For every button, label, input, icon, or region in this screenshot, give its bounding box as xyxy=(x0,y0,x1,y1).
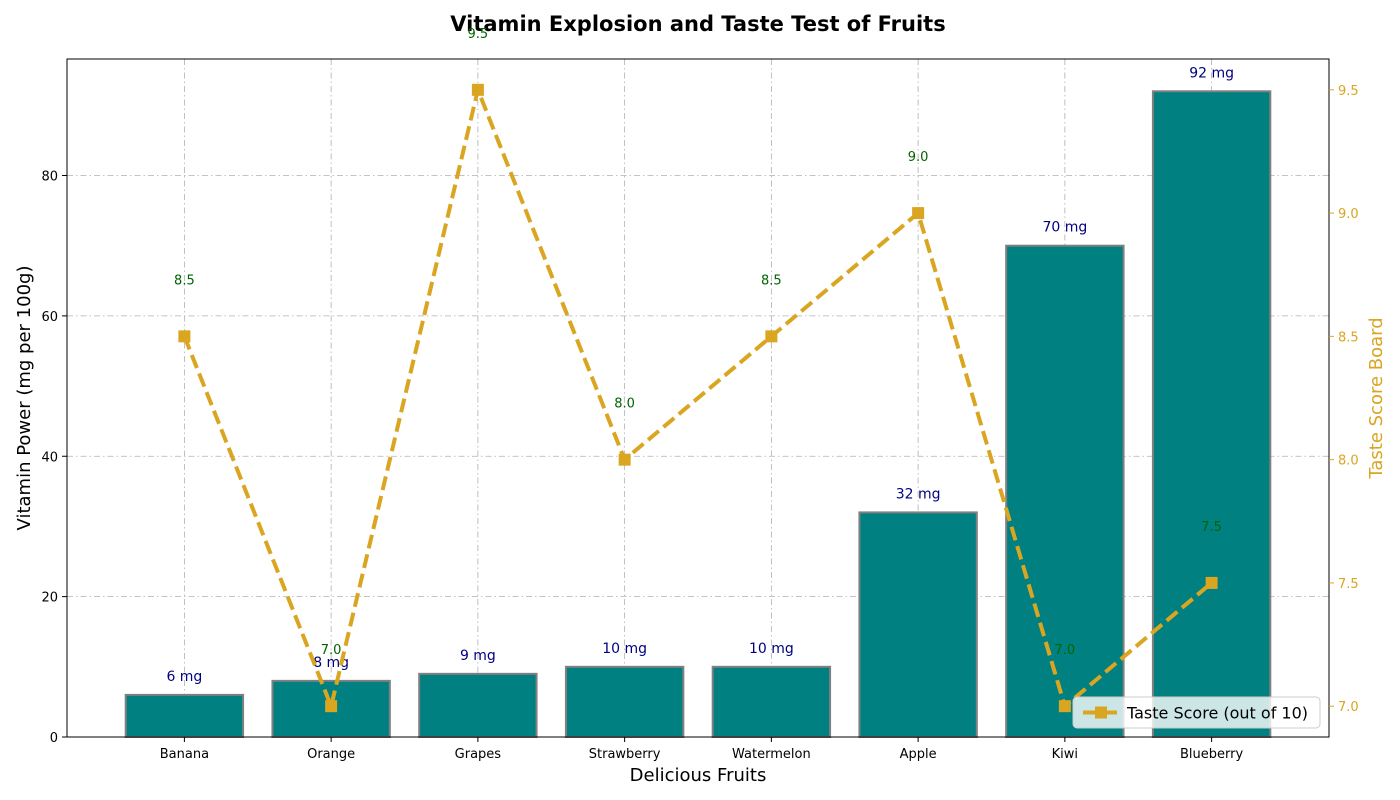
taste-score-marker xyxy=(765,330,778,343)
chart-title: Vitamin Explosion and Taste Test of Frui… xyxy=(450,12,945,36)
legend-marker-swatch xyxy=(1095,706,1107,719)
x-tick-label: Apple xyxy=(900,747,937,762)
y2-axis-label: Taste Score Board xyxy=(1366,317,1387,479)
bar-strawberry xyxy=(564,665,685,738)
y2-tick-label: 9.5 xyxy=(1338,84,1359,99)
taste-score-label: 7.5 xyxy=(1201,520,1222,535)
y-axis-label: Vitamin Power (mg per 100g) xyxy=(14,266,35,531)
x-axis-label: Delicious Fruits xyxy=(630,765,767,786)
taste-score-label: 7.0 xyxy=(321,643,342,658)
taste-score-label: 8.5 xyxy=(761,273,782,288)
bar-value-label: 9 mg xyxy=(460,648,496,664)
taste-score-marker xyxy=(325,700,338,713)
bar-value-label: 70 mg xyxy=(1042,220,1087,236)
taste-score-marker xyxy=(471,83,484,96)
score-labels: 8.5 7.0 9.5 8.0 8.5 9.0 7.0 7.5 xyxy=(174,27,1222,658)
bar-value-label: 8 mg xyxy=(313,655,349,671)
y-tick-label: 40 xyxy=(41,450,58,465)
bar-value-label: 92 mg xyxy=(1189,65,1234,81)
x-tick-label: Watermelon xyxy=(732,747,811,762)
taste-score-label: 9.0 xyxy=(908,150,929,165)
legend-box xyxy=(1072,696,1321,729)
y2-tick-label: 9.0 xyxy=(1338,207,1359,222)
bar-kiwi xyxy=(1005,244,1125,738)
bar-watermelon xyxy=(711,665,832,738)
bar-apple xyxy=(858,511,978,739)
taste-score-label: 8.0 xyxy=(614,397,635,412)
taste-score-marker xyxy=(912,207,925,220)
taste-score-line xyxy=(182,83,1213,713)
bars xyxy=(124,90,1272,739)
x-tick-label: Kiwi xyxy=(1052,747,1078,762)
taste-score-label: 7.0 xyxy=(1055,643,1076,658)
bar-value-label: 10 mg xyxy=(602,641,647,657)
y2-tick-label: 7.5 xyxy=(1338,577,1359,592)
bar-banana xyxy=(124,693,245,738)
taste-score-marker xyxy=(1205,576,1218,589)
legend: Taste Score (out of 10) xyxy=(1072,696,1321,729)
taste-score-marker xyxy=(178,330,191,343)
taste-score-label: 8.5 xyxy=(174,273,195,288)
taste-score-label: 9.5 xyxy=(468,27,489,42)
x-tick-label: Banana xyxy=(160,747,209,762)
y-tick-label: 60 xyxy=(41,310,58,325)
bar-blueberry xyxy=(1151,90,1272,739)
y2-tick-label: 8.5 xyxy=(1338,330,1359,345)
y2-axis-ticks: 7.0 7.5 8.0 8.5 9.0 9.5 xyxy=(1329,84,1359,715)
bar-labels: 6 mg 8 mg 9 mg 10 mg 10 mg 32 mg 70 mg 92 mg xyxy=(166,65,1234,685)
x-tick-label: Orange xyxy=(307,747,355,762)
y-tick-label: 0 xyxy=(50,731,58,746)
y-axis-ticks: 0 20 40 60 80 xyxy=(41,170,67,746)
x-axis-ticks: Banana Orange Grapes Strawberry Watermelon Ap… xyxy=(160,737,1243,762)
legend-label: Taste Score (out of 10) xyxy=(1126,704,1308,723)
bar-value-label: 10 mg xyxy=(749,641,794,657)
x-tick-label: Blueberry xyxy=(1180,747,1243,762)
taste-line xyxy=(178,83,1218,713)
bar-grapes xyxy=(418,672,538,738)
plot-frame xyxy=(66,58,1330,738)
taste-score-marker xyxy=(1058,700,1071,713)
y2-tick-label: 8.0 xyxy=(1338,454,1359,469)
bar-value-label: 32 mg xyxy=(896,486,941,502)
x-tick-label: Strawberry xyxy=(589,747,661,762)
taste-score-marker xyxy=(618,453,631,466)
bar-value-label: 6 mg xyxy=(166,669,202,685)
x-tick-label: Grapes xyxy=(455,747,502,762)
y-tick-label: 80 xyxy=(41,170,58,185)
y-tick-label: 20 xyxy=(41,591,58,606)
y2-tick-label: 7.0 xyxy=(1338,700,1359,715)
